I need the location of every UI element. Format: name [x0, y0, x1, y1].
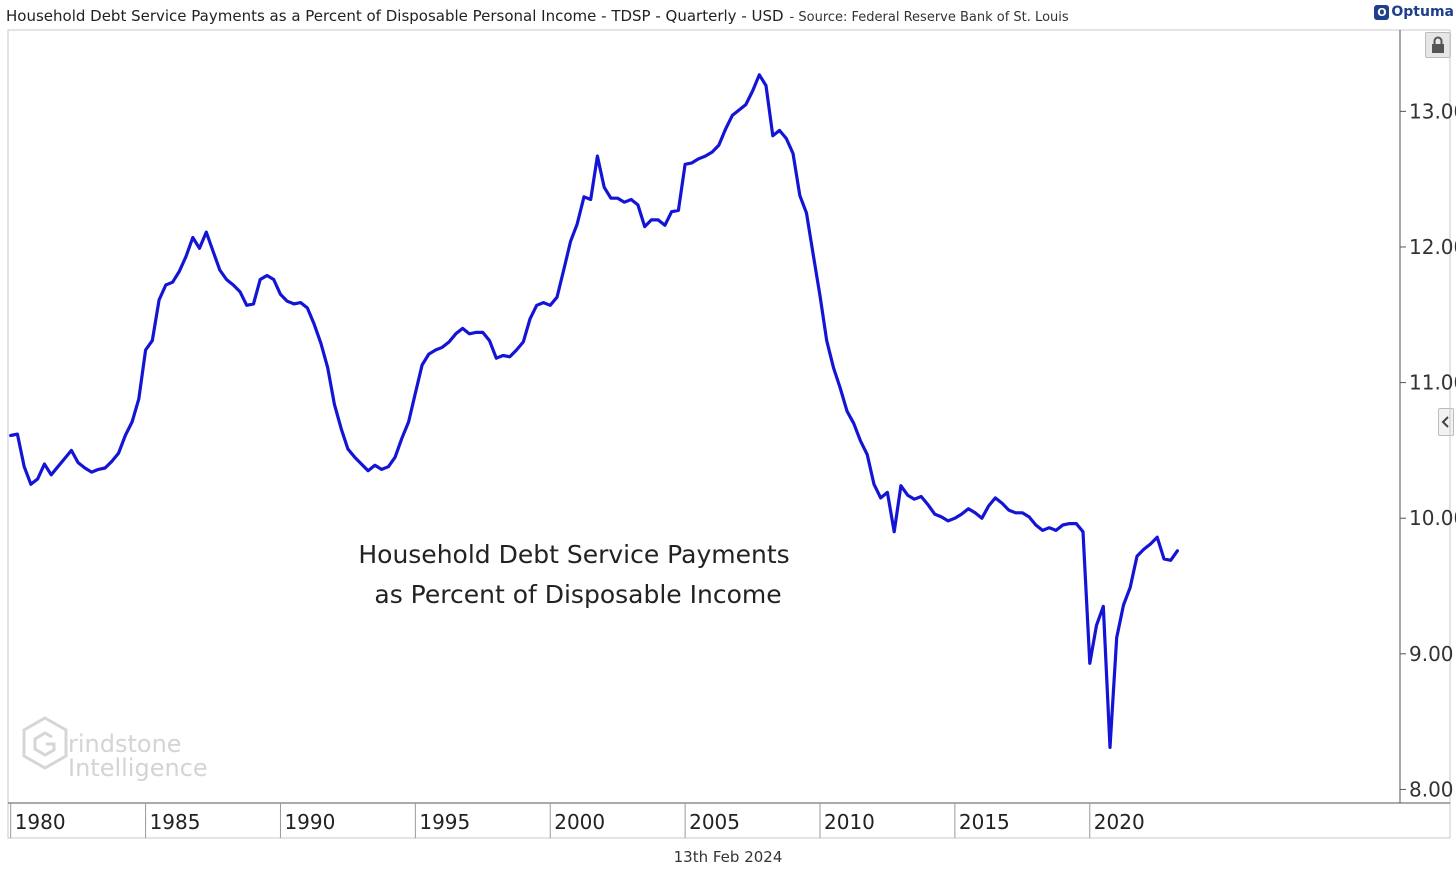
chevron-left-icon: [1441, 416, 1449, 428]
x-tick-label: 1995: [419, 810, 470, 834]
chart-source: - Source: Federal Reserve Bank of St. Lo…: [789, 10, 1069, 25]
x-tick-label: 2005: [689, 810, 740, 834]
lock-icon: [1432, 36, 1444, 53]
x-tick-label: 1980: [15, 810, 66, 834]
y-axis: 8.00 9.00 10.00 11.00 12.00 13.00: [1400, 99, 1456, 801]
brand-logo: O Optuma: [1374, 4, 1454, 20]
y-tick-label: 9.00: [1409, 642, 1454, 666]
chart-header: Household Debt Service Payments as a Per…: [0, 0, 1456, 30]
x-tick-label: 2015: [959, 810, 1010, 834]
x-tick-label: 2010: [824, 810, 875, 834]
y-tick-label: 12.00: [1409, 235, 1456, 259]
chart-date: 13th Feb 2024: [673, 848, 783, 866]
y-tick-label: 11.00: [1409, 371, 1456, 395]
watermark-logo-mark: [33, 731, 56, 757]
chart-annotation: Household Debt Service Payments as Percen…: [358, 540, 789, 609]
x-tick-label: 2000: [554, 810, 605, 834]
chart-frame: [7, 29, 1451, 839]
series-line-tdsp: [9, 73, 1180, 750]
y-tick-label: 13.00: [1409, 99, 1456, 123]
x-tick-label: 1985: [150, 810, 201, 834]
watermark-line-1: rindstone: [68, 730, 182, 758]
y-tick-label: 10.00: [1409, 506, 1456, 530]
x-tick-label: 1990: [284, 810, 335, 834]
brand-name: Optuma: [1391, 4, 1454, 20]
optuma-logo-icon: O: [1374, 4, 1390, 20]
plot-border: [7, 29, 1451, 839]
annotation-line-1: Household Debt Service Payments: [358, 540, 789, 569]
chart-title-text: Household Debt Service Payments as a Per…: [6, 7, 784, 25]
lock-scale-button[interactable]: [1425, 32, 1451, 58]
watermark-logo-icon: [22, 716, 68, 770]
y-tick-label: 8.00: [1409, 777, 1454, 801]
watermark-line-2: Intelligence: [68, 754, 208, 782]
annotation-line-2: as Percent of Disposable Income: [374, 580, 781, 609]
series-group: [9, 73, 1180, 750]
x-axis: 1980 1985 1990 1995 2000 2005 2010 2015 2020: [10, 803, 1145, 838]
x-tick-label: 2020: [1094, 810, 1145, 834]
chart-title: Household Debt Service Payments as a Per…: [6, 7, 1069, 25]
